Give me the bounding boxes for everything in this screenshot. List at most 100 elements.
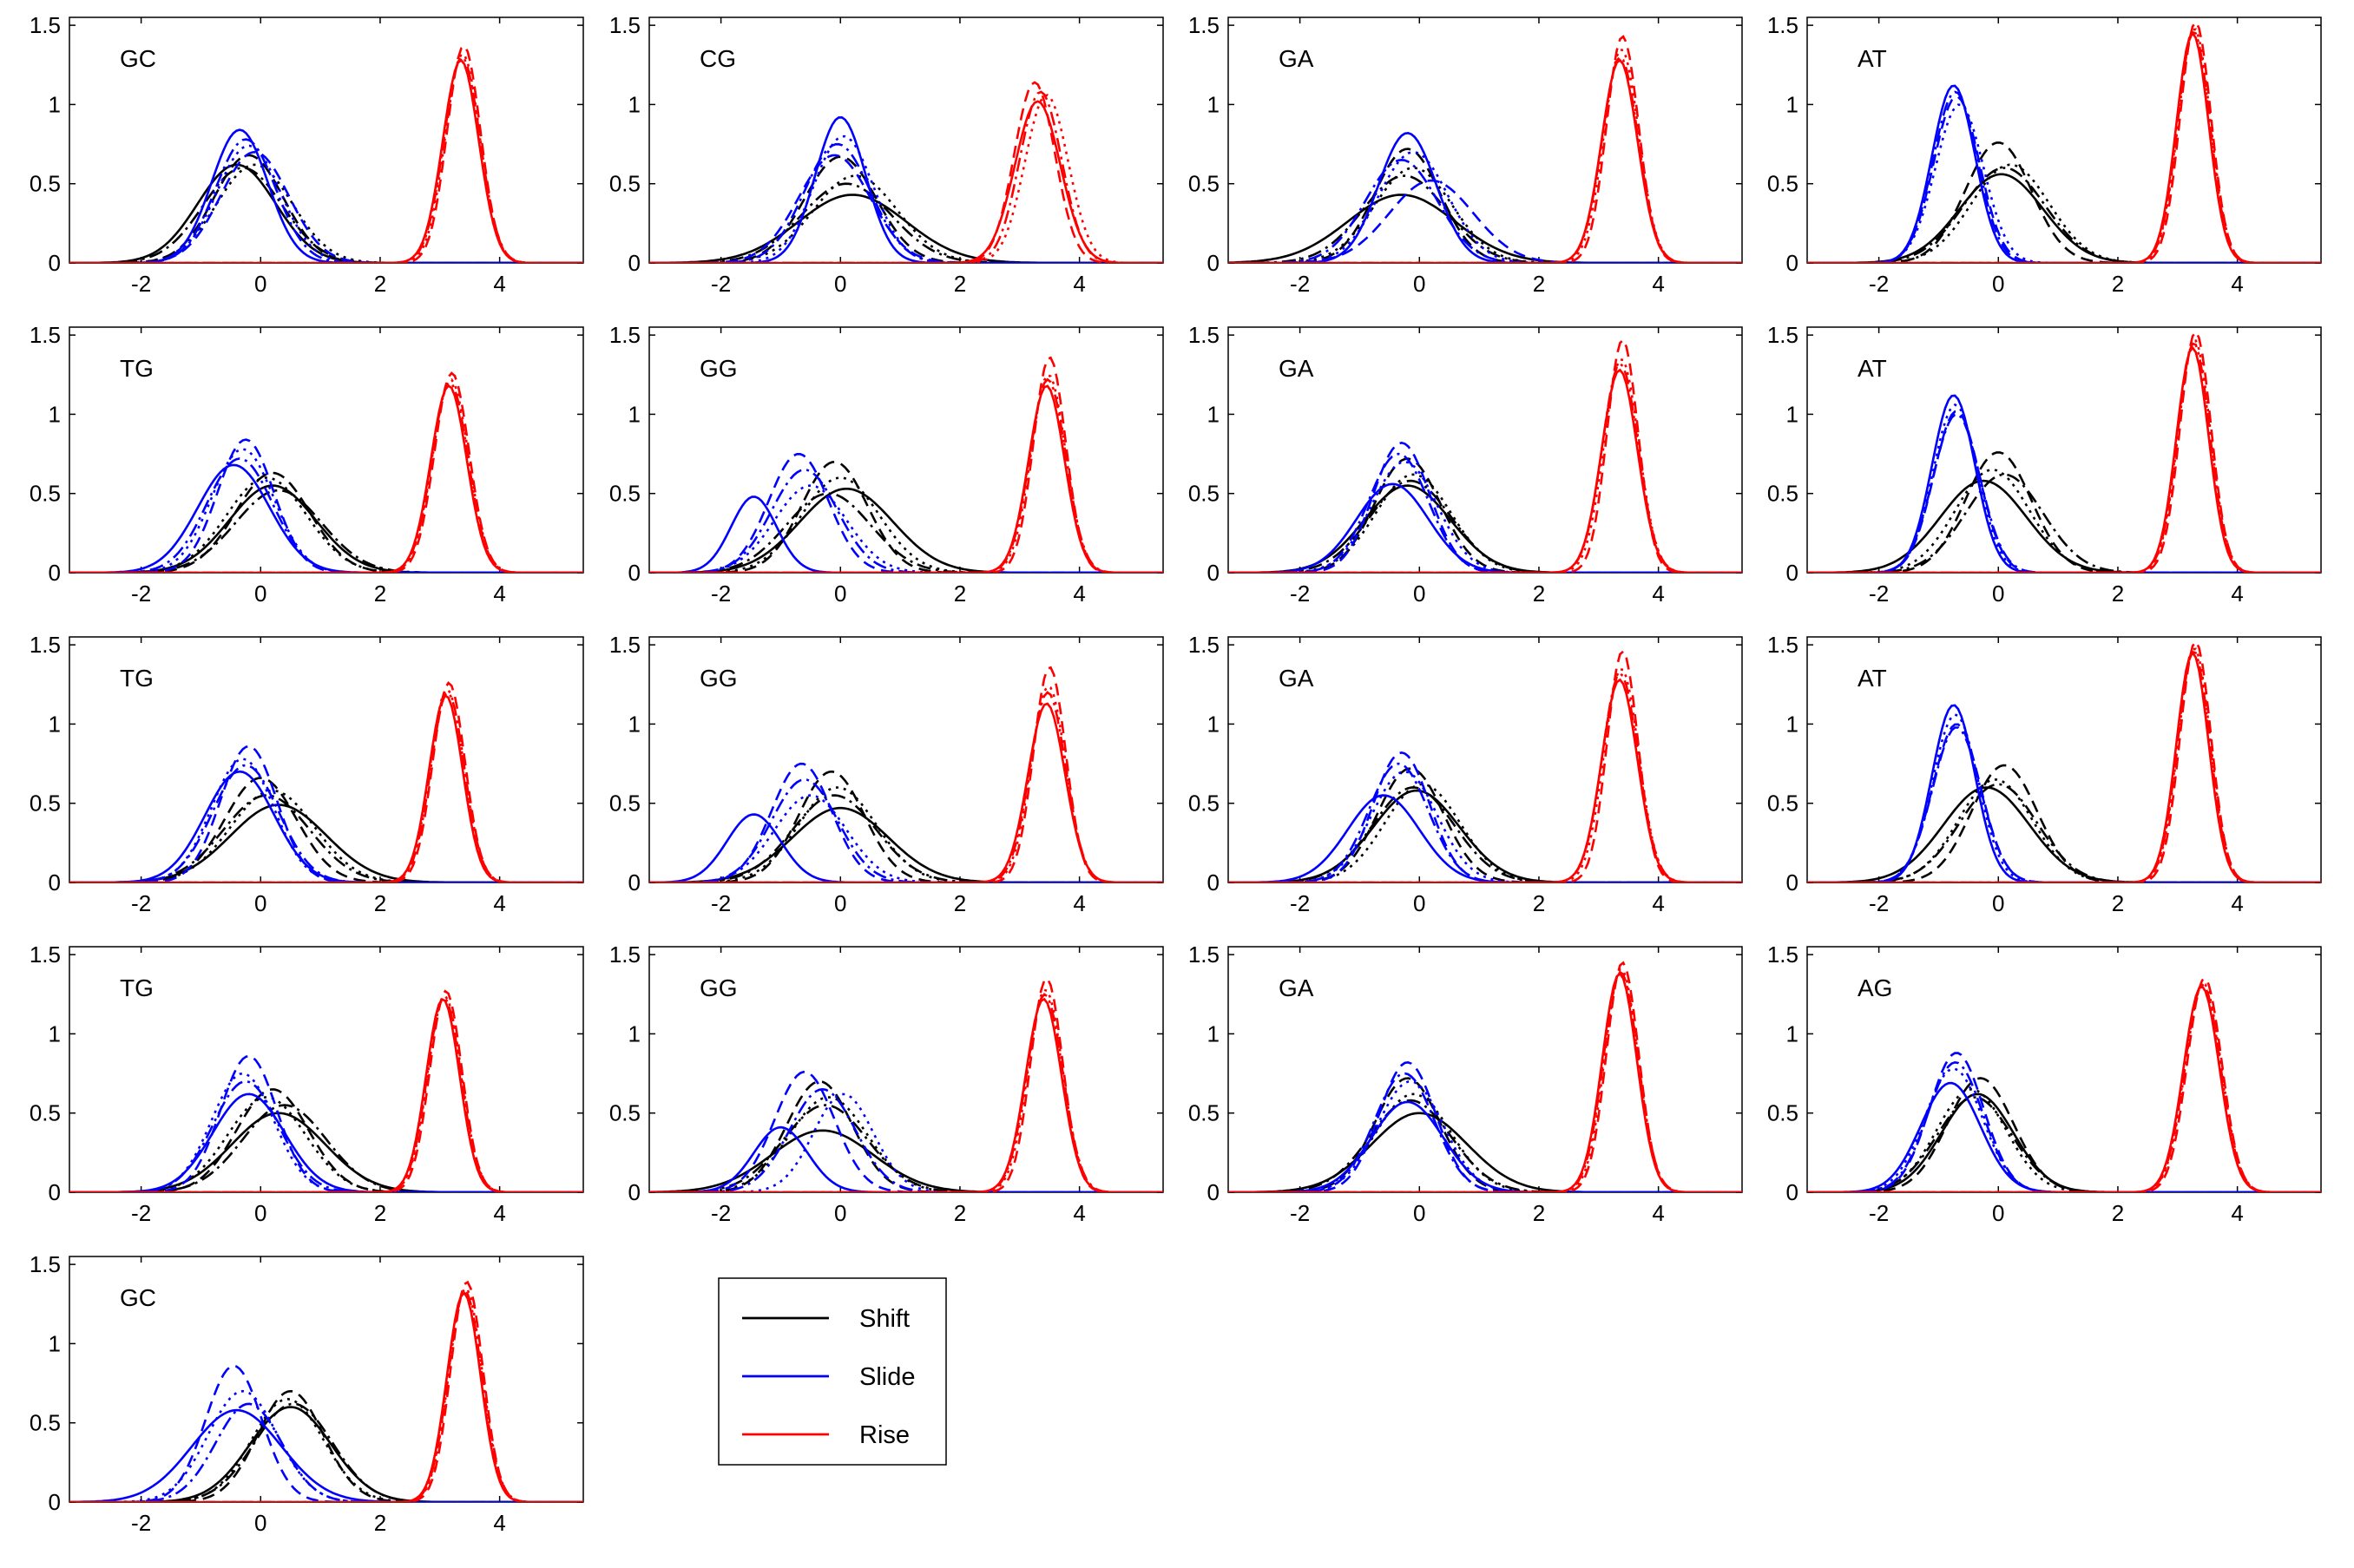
x-tick-label: -2 — [1869, 890, 1889, 916]
x-tick-label: 4 — [493, 1200, 505, 1226]
y-tick-label: 1 — [1207, 91, 1220, 117]
shift-curve — [69, 154, 583, 263]
slide-curve — [69, 758, 583, 882]
rise-curve — [1807, 31, 2321, 263]
x-tick-label: 4 — [1073, 271, 1085, 297]
rise-curve — [1228, 968, 1742, 1192]
shift-curve — [1807, 1077, 2321, 1192]
shift-curve — [1228, 1112, 1742, 1192]
rise-curve — [69, 1289, 583, 1502]
shift-curve — [69, 1096, 583, 1192]
y-tick-label: 0.5 — [609, 171, 641, 197]
x-tick-label: 2 — [374, 271, 386, 297]
x-tick-label: -2 — [711, 1200, 731, 1226]
y-tick-label: 1 — [628, 1020, 641, 1046]
slide-curve — [1228, 452, 1742, 573]
plot-frame — [1806, 636, 2322, 883]
panel-curves — [69, 44, 583, 263]
y-tick-label: 0 — [1207, 560, 1220, 586]
rise-curve — [1807, 342, 2321, 573]
y-tick-label: 1 — [49, 401, 61, 427]
x-tick-label: 0 — [1413, 271, 1425, 297]
panel-curves — [1807, 20, 2321, 263]
y-tick-label: 1.5 — [1188, 322, 1220, 348]
slide-curve — [1228, 762, 1742, 882]
y-tick-label: 1 — [49, 711, 61, 737]
chart-legend: Shift Slide Rise — [718, 1277, 947, 1466]
x-tick-label: -2 — [711, 271, 731, 297]
x-tick-label: 4 — [1073, 1200, 1085, 1226]
slide-curve — [69, 138, 583, 263]
x-tick-label: -2 — [131, 271, 151, 297]
y-tick-label: 1 — [1786, 711, 1798, 737]
shift-curve — [1228, 786, 1742, 882]
x-tick-label: 2 — [2112, 581, 2124, 607]
shift-curve — [69, 163, 583, 263]
chart-panel: -2 0 2 4 0 0.5 1 1.5 GG — [609, 322, 1164, 607]
plot-frame — [1227, 326, 1743, 574]
x-tick-label: 0 — [254, 1510, 266, 1536]
chart-panel: -2 0 2 4 0 0.5 1 1.5 AT — [1767, 322, 2322, 607]
shift-curve — [649, 194, 1163, 263]
x-tick-label: 0 — [1992, 890, 2004, 916]
y-tick-label: 0 — [49, 560, 61, 586]
y-tick-label: 1 — [49, 1020, 61, 1046]
x-tick-label: -2 — [1869, 1200, 1889, 1226]
x-tick-label: 4 — [493, 581, 505, 607]
y-tick-label: 1.5 — [30, 322, 61, 348]
panel-label: AT — [1858, 355, 1887, 382]
shift-curve — [1228, 783, 1742, 882]
shift-curve — [1807, 473, 2321, 573]
rise-curve — [649, 685, 1163, 882]
chart-panel: -2 0 2 4 0 0.5 1 1.5 AT — [1767, 12, 2322, 297]
x-tick-label: 2 — [2112, 271, 2124, 297]
x-tick-label: -2 — [1290, 890, 1310, 916]
shift-curve — [69, 167, 583, 263]
slide-curve — [649, 1087, 1163, 1192]
slide-curve — [649, 484, 1163, 573]
panel-curves — [69, 1280, 583, 1502]
shift-curve — [649, 1096, 1163, 1192]
panel-label: TG — [120, 355, 154, 382]
x-tick-label: -2 — [131, 1510, 151, 1536]
rise-curve — [1228, 970, 1742, 1192]
rise-curve — [69, 382, 583, 573]
rise-curve — [69, 996, 583, 1192]
panel-curves — [1807, 330, 2321, 573]
plot-frame — [1227, 16, 1743, 264]
x-tick-label: 4 — [1652, 271, 1664, 297]
x-tick-label: 2 — [374, 890, 386, 916]
slide-curve — [69, 1079, 583, 1192]
panel-curves — [1228, 649, 1742, 882]
legend-label: Shift — [859, 1305, 910, 1333]
x-tick-label: 4 — [1073, 890, 1085, 916]
y-tick-label: 1.5 — [609, 322, 641, 348]
shift-curve — [1807, 778, 2321, 882]
x-tick-label: 0 — [1992, 1200, 2004, 1226]
x-tick-label: 2 — [374, 581, 386, 607]
x-tick-label: 4 — [493, 1510, 505, 1536]
panel-curves — [1228, 961, 1742, 1192]
chart-panel: -2 0 2 4 0 0.5 1 1.5 GC — [30, 12, 584, 297]
rise-curve — [69, 1287, 583, 1502]
panel-curves — [1228, 35, 1742, 263]
y-tick-label: 1.5 — [1767, 941, 1798, 968]
y-tick-label: 1.5 — [609, 632, 641, 658]
slide-curve — [649, 495, 1163, 573]
y-tick-label: 0 — [1207, 1179, 1220, 1205]
plot-frame — [69, 636, 584, 883]
slide-curve — [1228, 1072, 1742, 1192]
panel-curves — [649, 666, 1163, 882]
shift-curve — [1807, 479, 2321, 573]
x-tick-label: 0 — [834, 890, 846, 916]
rise-curve — [649, 384, 1163, 573]
shift-curve — [649, 182, 1163, 263]
rise-curve — [69, 56, 583, 263]
slide-curve — [1228, 1079, 1742, 1192]
x-tick-label: 4 — [1652, 581, 1664, 607]
y-tick-label: 0.5 — [609, 481, 641, 507]
panel-curves — [1807, 640, 2321, 882]
x-tick-label: -2 — [1869, 581, 1889, 607]
chart-panel: -2 0 2 4 0 0.5 1 1.5 GC — [30, 1251, 584, 1536]
